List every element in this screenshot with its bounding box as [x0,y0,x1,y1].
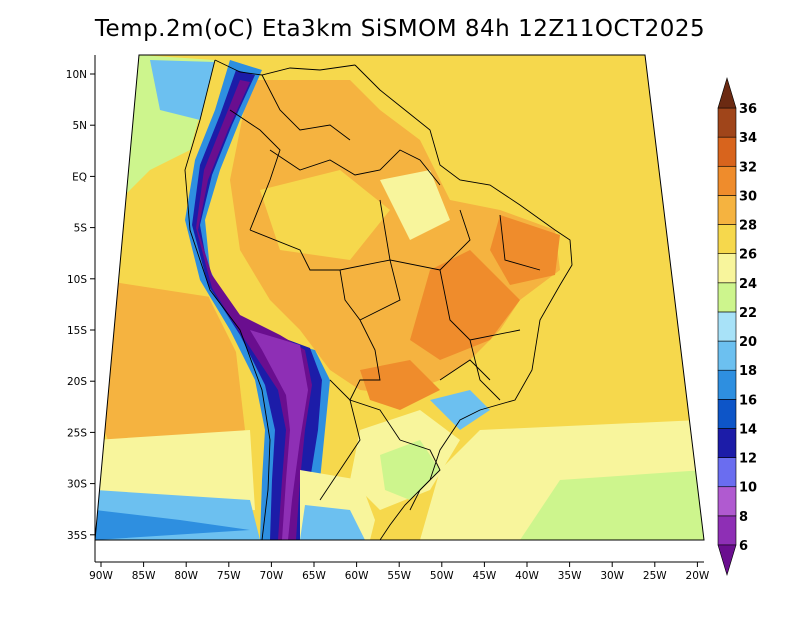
colorbar-bin [717,311,737,342]
colorbar-label: 36 [739,102,757,117]
lon-tick-label: 70W [260,570,284,582]
border-states-3 [339,259,401,321]
colorbar-label: 8 [739,510,748,525]
colorbar-label: 32 [739,160,757,175]
lat-tick-label: 5S [74,223,88,235]
colorbar: 6 8 10 12 14 16 18 20 22 24 26 28 30 32 34 36 [717,76,757,577]
colorbar-bin [717,340,737,371]
colorbar-bin [717,165,737,196]
map-title: Temp.2m(oC) Eta3km SiSMOM 84h 12Z11OCT20… [94,16,706,42]
pacific-warm [100,280,245,470]
amazon-patch-2 [380,170,450,240]
patagonia-coast-blue [300,505,365,540]
border-argentina [319,379,361,501]
colorbar-bin [717,457,737,488]
colorbar-bin [717,107,737,138]
lat-tick-label: 20S [67,376,87,388]
se-coast-cool [430,390,490,430]
lon-tick-label: 55W [387,570,411,582]
border-venezuela [261,74,351,141]
colorbar-bin [717,428,737,458]
colorbar-label: 18 [739,364,757,379]
south-atlantic-cooler [520,470,704,540]
land-very-hot-west [360,360,440,410]
latitude-axis: 10N 5N EQ 5S 10S 15S 20S 25S 30S 35S [66,69,95,542]
lon-tick-label: 65W [302,570,326,582]
lon-tick-label: 60W [345,570,369,582]
colorbar-under-triangle [717,544,737,577]
lat-tick-label: 10S [67,274,87,286]
colorbar-label: 30 [739,189,757,204]
colorbar-bin [717,195,737,225]
lon-tick-label: 45W [473,570,497,582]
colorbar-bin [717,369,737,400]
colorbar-label: 28 [739,219,757,234]
pacific-cool-edge [95,510,250,540]
border-brazil-west [249,229,401,441]
lon-tick-label: 25W [643,570,667,582]
andes-cold-core [250,330,308,540]
colorbar-bin [717,136,737,167]
lon-tick-label: 40W [515,570,539,582]
colorbar-label: 6 [739,539,748,554]
pacific-north-blue [150,60,215,120]
land-very-hot-ne [490,215,560,285]
coast-caribbean [214,59,356,76]
border-states-5 [439,359,491,381]
political-borders [184,59,573,540]
longitude-axis: 90W 85W 80W 75W 70W 65W 60W 55W 50W 45W 40W 35W 30W 2… [89,562,710,582]
lat-tick-label: 5N [72,120,87,132]
lon-tick-label: 50W [430,570,454,582]
border-brazil-north [269,149,441,186]
lon-tick-label: 20W [686,570,710,582]
lon-tick-label: 35W [558,570,582,582]
lon-tick-label: 75W [217,570,241,582]
colorbar-bin [717,282,737,313]
colorbar-bin [717,253,737,284]
border-brazil-south [399,439,441,511]
colorbar-bin [717,486,737,517]
lat-tick-label: 10N [66,69,87,81]
colorbar-label: 12 [739,452,757,467]
colorbar-bin [717,399,737,429]
border-states-6 [499,214,541,271]
colorbar-over-triangle [717,76,737,109]
lon-tick-label: 80W [174,570,198,582]
lat-tick-label: 30S [67,479,87,491]
border-colombia [229,109,281,231]
colorbar-label: 20 [739,335,757,350]
coastline-pacific [184,59,271,540]
colorbar-label: 14 [739,422,757,437]
lat-tick-label: 35S [67,530,87,542]
colorbar-label: 26 [739,248,757,263]
map-frame [94,54,705,541]
amazon-patch [260,170,390,260]
lon-tick-label: 85W [132,570,156,582]
land-very-hot-central [410,250,520,360]
colorbar-label: 24 [739,277,757,292]
colorbar-bin [717,515,737,546]
lon-tick-label: 90W [89,570,113,582]
border-states-2 [439,269,521,341]
colorbar-label: 22 [739,306,757,321]
colorbar-bin [717,224,737,254]
colorbar-label: 16 [739,393,757,408]
coastline-atlantic [354,64,573,540]
lat-tick-label: EQ [72,171,87,183]
border-states-4 [469,339,501,401]
lat-tick-label: 15S [67,325,87,337]
lat-tick-label: 25S [67,427,87,439]
colorbar-label: 34 [739,131,757,146]
colorbar-label: 10 [739,481,757,496]
lon-tick-label: 30W [600,570,624,582]
temperature-field [95,55,704,540]
